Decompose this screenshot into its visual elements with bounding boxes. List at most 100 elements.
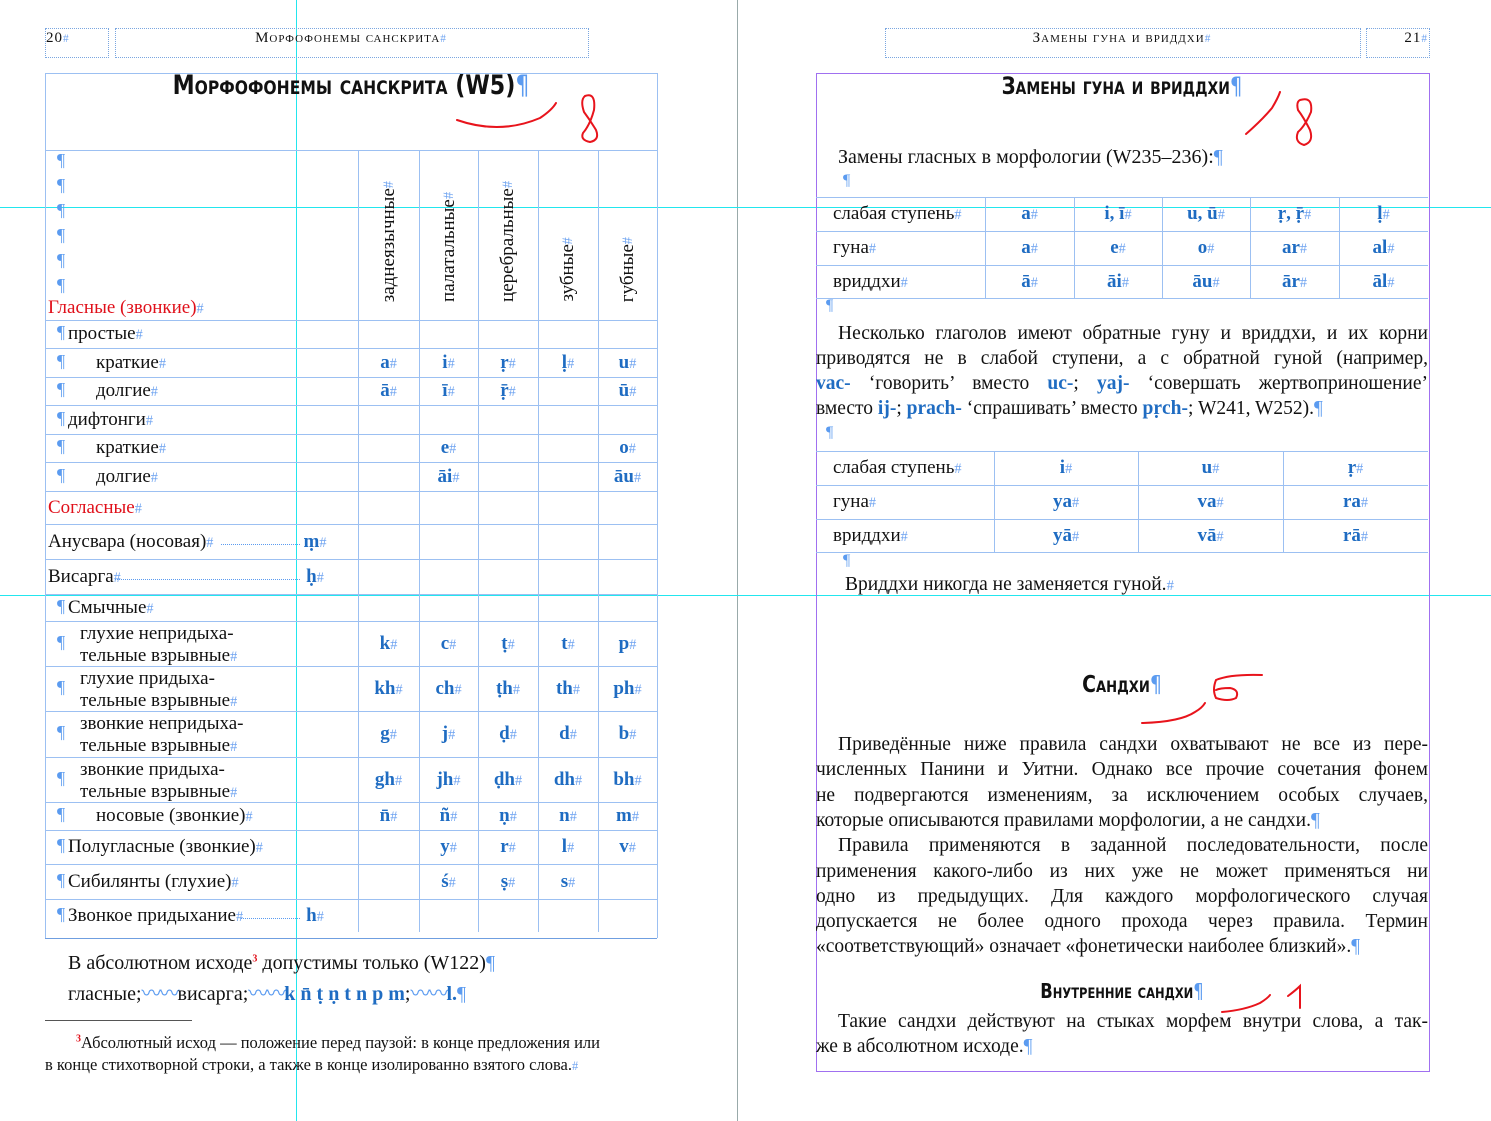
phoneme-cell: ār: [1250, 271, 1339, 294]
phoneme-cell: i: [994, 457, 1138, 480]
phoneme-cell: ṭ: [478, 633, 538, 656]
table-rule: [816, 197, 1428, 198]
table-border: [45, 73, 46, 938]
footnote-text: Абсолютный исход — положение перед паузо…: [81, 1033, 600, 1052]
phoneme-cell: āu: [598, 466, 657, 489]
vertical-guide[interactable]: [296, 0, 297, 1121]
pilcrow-mark: ¶: [826, 424, 834, 441]
sanskrit-root: yaj-: [1097, 373, 1130, 394]
table-border: [45, 73, 657, 74]
phoneme-cell: a: [358, 352, 419, 375]
pilcrow-mark: ¶: [57, 595, 66, 616]
paragraph-line: Такие сандхи действуют на стыках морфем …: [838, 1011, 1428, 1032]
pilcrow-mark: ¶: [57, 200, 66, 220]
phoneme-cell: ra: [1283, 491, 1428, 514]
phoneme-cell: ya: [994, 491, 1138, 514]
row-rule: [45, 802, 657, 803]
phoneme-cell: gh: [358, 769, 419, 792]
row-rule: [45, 524, 657, 525]
paragraph-line: допускается не более одного прохода чере…: [816, 911, 1428, 933]
phoneme-cell: i, ī: [1074, 203, 1162, 226]
column-header: церебральные: [497, 181, 519, 302]
phoneme-cell: ar: [1250, 237, 1339, 260]
phoneme-cell: vā: [1138, 525, 1283, 548]
paragraph-line: же в абсолютном исходе.: [816, 1036, 1032, 1058]
row-label: звонкие придыха-: [80, 759, 225, 780]
phoneme-cell: j: [419, 723, 478, 746]
row-label: простые: [68, 323, 143, 346]
footnote-ref[interactable]: 3: [252, 953, 258, 965]
phoneme-cell: u: [1138, 457, 1283, 480]
row-label: гуна: [833, 491, 876, 514]
text-segment: ‘спрашивать’ вместо: [961, 398, 1143, 419]
pilcrow-mark: ¶: [57, 407, 66, 428]
row-label: Смычные: [68, 597, 154, 620]
pilcrow-mark: ¶: [57, 436, 66, 456]
phoneme-cell: ṭh: [478, 678, 538, 701]
row-label: слабая ступень: [833, 203, 961, 226]
paragraph-line: вместо ij-; prach- ‘спрашивать’ вместо p…: [816, 398, 1323, 420]
phoneme-cell: o: [598, 437, 657, 460]
column-header: заднеязычные: [378, 181, 400, 302]
row-label: Анусвара (носовая): [48, 531, 213, 554]
phoneme-cell: ḍ: [478, 723, 538, 746]
phoneme-cell: n: [538, 805, 598, 828]
horizontal-guide[interactable]: [0, 207, 1491, 208]
pilcrow-mark: ¶: [57, 322, 66, 342]
phoneme-cell: b: [598, 723, 657, 746]
row-label: носовые (звонкие): [96, 805, 253, 828]
table-rule: [816, 298, 1428, 299]
row-label: Согласные: [48, 497, 142, 520]
phoneme-cell: āu: [1162, 271, 1250, 294]
phoneme-cell: rā: [1283, 525, 1428, 548]
pilcrow-mark: ¶: [826, 297, 834, 314]
row-rule: [45, 434, 657, 435]
phoneme-cell: ḍh: [478, 769, 538, 792]
text-segment: Несколько глаголов имеют обратные гуну и…: [838, 323, 1428, 344]
pilcrow-mark: ¶: [57, 225, 66, 245]
row-label: долгие: [96, 380, 158, 403]
paragraph-line: Приведённые ниже правила сандхи охватыва…: [838, 734, 1428, 755]
internal-sandhi-title: Внутренние сандхи: [871, 979, 1373, 1003]
page-number: 20: [46, 30, 70, 47]
phoneme-cell: m: [598, 805, 657, 828]
phoneme-cell: o: [1162, 237, 1250, 260]
text-segment: вместо: [816, 398, 878, 419]
phoneme-cell: ch: [419, 678, 478, 701]
phoneme-cell: u, ū: [1162, 203, 1250, 226]
pilcrow-mark: ¶: [57, 835, 66, 855]
text-segment: ‘говорить’ вместо: [850, 373, 1048, 394]
paragraph-line: vac- ‘говорить’ вместо uc-; yaj- ‘соверш…: [816, 373, 1428, 395]
phoneme-cell: ā: [358, 380, 419, 403]
row-rule: [45, 594, 657, 595]
column-rule: [1162, 197, 1163, 298]
paragraph-line: численных Панини и Уитни. Однако все про…: [816, 759, 1428, 781]
column-rule: [1250, 197, 1251, 298]
table-rule: [816, 519, 1428, 520]
pilcrow-mark: ¶: [57, 767, 66, 788]
column-rule: [478, 150, 479, 932]
phoneme-cell: p: [598, 633, 657, 656]
column-rule: [1138, 451, 1139, 552]
pilcrow-mark: ¶: [57, 903, 66, 924]
table-rule: [816, 485, 1428, 486]
page-title: Морфофонемы санскрита (W5): [100, 70, 602, 101]
column-rule: [994, 451, 995, 552]
phoneme-cell: v: [598, 836, 657, 859]
visarga-item: висарга;: [177, 983, 249, 1005]
text-segment: ;: [896, 398, 907, 419]
row-label: звонкие непридыха-: [80, 713, 244, 734]
row-rule: [45, 320, 657, 321]
page-number: 21: [1366, 30, 1428, 47]
column-rule: [598, 150, 599, 932]
paragraph-line: не подвергаются изменениям, за исключени…: [816, 784, 1428, 806]
phoneme-cell: ū: [598, 380, 657, 403]
row-rule: [45, 348, 657, 349]
horizontal-guide[interactable]: [0, 595, 1491, 596]
phoneme-cell: ā: [985, 271, 1074, 294]
dot-leader: [240, 917, 300, 919]
phoneme-cell: yā: [994, 525, 1138, 548]
phoneme-cell: ṛ, ṝ: [1250, 203, 1339, 226]
phoneme-cell: ph: [598, 678, 657, 701]
table-rule: [816, 231, 1428, 232]
